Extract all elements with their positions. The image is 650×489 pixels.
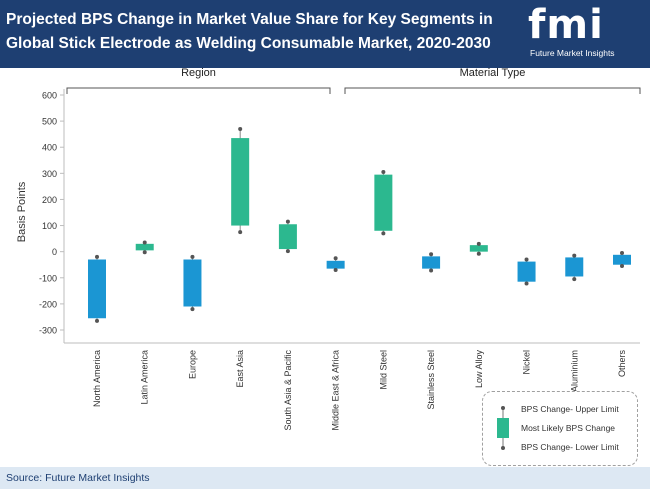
lower-limit-point [333, 267, 338, 272]
legend-item-lower: BPS Change- Lower Limit [521, 442, 619, 452]
footer-bar: Source: Future Market Insights [0, 467, 650, 489]
box-north-america [88, 259, 106, 319]
y-tick-label: 600 [42, 91, 57, 101]
x-tick-label: Middle East & Africa [331, 350, 341, 431]
lower-limit-point [429, 268, 434, 273]
logo-text: fmi [528, 2, 604, 48]
y-axis-label: Basis Points [16, 181, 28, 242]
x-tick-label: Mild Steel [378, 350, 388, 390]
upper-limit-point [524, 257, 529, 262]
group-label: Material Type [460, 67, 526, 79]
lower-limit-point [572, 277, 577, 282]
upper-limit-point [429, 252, 434, 257]
lower-limit-point [476, 251, 481, 256]
y-tick-label: 0 [52, 247, 57, 257]
box-low-alloy [469, 245, 488, 252]
upper-limit-point [572, 253, 577, 258]
y-tick-label: -200 [39, 299, 57, 309]
source-note: Source: Future Market Insights [6, 472, 150, 484]
box-nickel [517, 261, 536, 282]
y-tick-label: 200 [42, 195, 57, 205]
fmi-logo: fmi Future Market Insights [526, 4, 644, 64]
x-tick-label: Latin America [140, 350, 150, 405]
group-label: Region [181, 67, 216, 79]
lower-limit-point [190, 307, 195, 312]
box-europe [183, 259, 202, 307]
upper-limit-point [285, 219, 290, 224]
box-stainless-steel [422, 256, 441, 269]
legend-item-upper: BPS Change- Upper Limit [521, 404, 619, 414]
upper-limit-point [620, 250, 624, 255]
x-tick-label: East Asia [235, 350, 245, 388]
lower-limit-point [95, 318, 99, 323]
y-tick-label: -100 [39, 273, 57, 283]
box-latin-america [135, 243, 154, 251]
lower-limit-point [285, 249, 290, 254]
box-others [613, 254, 631, 265]
lower-limit-point [524, 281, 529, 286]
x-tick-label: Nickel [522, 350, 532, 375]
x-tick-label: South Asia & Pacific [283, 350, 293, 431]
upper-limit-point [238, 126, 243, 131]
lower-limit-point [381, 231, 386, 236]
chart-legend: BPS Change- Upper Limit Most Likely BPS … [482, 391, 638, 466]
box-mild-steel [374, 174, 393, 231]
group-bracket [344, 87, 641, 94]
lower-limit-point [238, 230, 243, 235]
upper-limit-point [476, 241, 481, 246]
box-east-asia [231, 138, 250, 226]
page-title: Projected BPS Change in Market Value Sha… [6, 11, 493, 52]
y-tick-label: 100 [42, 221, 57, 231]
legend-item-likely: Most Likely BPS Change [521, 423, 616, 433]
logo-subtitle: Future Market Insights [530, 48, 615, 58]
y-tick-label: 500 [42, 117, 57, 127]
x-tick-label: North America [92, 350, 102, 407]
y-tick-label: 300 [42, 169, 57, 179]
x-tick-label: Low Alloy [474, 350, 484, 389]
group-bracket [66, 87, 331, 94]
x-tick-label: Others [617, 350, 627, 378]
box-aluminium [565, 257, 584, 277]
upper-limit-point [333, 256, 338, 261]
header-bar: Projected BPS Change in Market Value Sha… [0, 0, 650, 68]
box-south-asia-pacific [278, 224, 297, 250]
x-tick-label: Aluminium [569, 350, 579, 392]
upper-limit-point [142, 240, 147, 245]
upper-limit-point [381, 170, 386, 175]
x-tick-label: Europe [187, 350, 197, 379]
upper-limit-point [190, 254, 195, 259]
y-tick-label: -300 [39, 326, 57, 336]
lower-limit-point [142, 250, 147, 255]
y-tick-label: 400 [42, 143, 57, 153]
legend-swatch-icon [497, 406, 509, 450]
box-middle-east-africa [326, 260, 345, 269]
lower-limit-point [620, 264, 624, 269]
x-tick-label: Stainless Steel [426, 350, 436, 410]
upper-limit-point [95, 254, 99, 259]
